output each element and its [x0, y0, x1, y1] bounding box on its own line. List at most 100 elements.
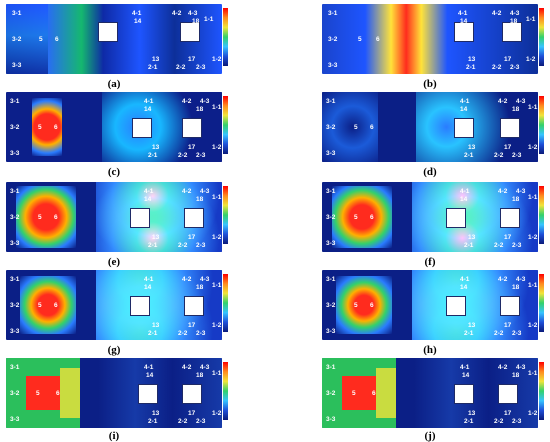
label-5: 5 [352, 390, 356, 397]
label-14: 14 [146, 372, 154, 379]
label-5: 5 [38, 214, 42, 221]
label-17: 17 [504, 322, 512, 329]
label-4-1: 4-1 [132, 10, 142, 17]
panel-a-left-block [6, 4, 48, 74]
colorbar-e [223, 186, 228, 244]
panel-a-center-block-1 [98, 22, 118, 42]
label-3-3: 3-3 [10, 416, 20, 423]
label-18: 18 [512, 196, 520, 203]
label-3-1: 3-1 [10, 98, 20, 105]
label-4-2: 4-2 [498, 188, 508, 195]
panel-d-center-block-1 [454, 118, 474, 138]
panel-h-center-block-2 [500, 296, 520, 316]
label-2-2: 2-2 [176, 64, 186, 71]
caption-c: (c) [107, 166, 121, 178]
panel-f-center-block-2 [500, 208, 520, 228]
label-6: 6 [370, 214, 374, 221]
label-17: 17 [188, 322, 196, 329]
panel-i-left-yellow [60, 368, 80, 418]
panel-j-center-block-1 [454, 384, 474, 404]
label-1-2: 1-2 [212, 56, 222, 63]
colorbar-d [539, 96, 544, 154]
label-4-3: 4-3 [516, 188, 526, 195]
panel-e: 3-1 3-2 3-3 5 6 4-1 4-2 4-3 1-1 14 18 2-… [6, 182, 222, 252]
label-13: 13 [152, 144, 160, 151]
label-2-3: 2-3 [196, 418, 206, 425]
label-3-2: 3-2 [326, 390, 336, 397]
label-6: 6 [376, 36, 380, 43]
label-5: 5 [39, 36, 43, 43]
label-4-1: 4-1 [144, 188, 154, 195]
label-4-1: 4-1 [460, 364, 470, 371]
label-4-2: 4-2 [492, 10, 502, 17]
label-3-2: 3-2 [12, 36, 22, 43]
panel-b-center-block-1 [454, 22, 474, 42]
panel-h-left-hot [336, 276, 392, 334]
label-2-2: 2-2 [178, 418, 188, 425]
caption-e: (e) [107, 256, 121, 268]
label-2-2: 2-2 [178, 242, 188, 249]
label-17: 17 [188, 410, 196, 417]
label-2-1: 2-1 [464, 152, 474, 159]
panel-h-center-block-1 [446, 296, 466, 316]
label-17: 17 [504, 144, 512, 151]
label-3-3: 3-3 [326, 328, 336, 335]
panel-d-left-field [322, 92, 378, 162]
label-13: 13 [468, 322, 476, 329]
panel-g: 3-1 3-2 3-3 5 6 4-1 4-2 4-3 1-1 14 18 2-… [6, 270, 222, 340]
label-13: 13 [152, 56, 160, 63]
label-1-1: 1-1 [526, 16, 536, 23]
label-1-1: 1-1 [212, 370, 222, 377]
colorbar-g [223, 274, 228, 332]
label-2-3: 2-3 [512, 330, 522, 337]
label-4-3: 4-3 [516, 276, 526, 283]
label-5: 5 [36, 390, 40, 397]
label-2-3: 2-3 [510, 64, 520, 71]
label-1-2: 1-2 [528, 144, 538, 151]
caption-g: (g) [107, 344, 121, 356]
label-1-1: 1-1 [528, 194, 538, 201]
label-3-3: 3-3 [326, 150, 336, 157]
label-14: 14 [144, 196, 152, 203]
label-3-1: 3-1 [326, 188, 336, 195]
panel-e-left-hot [16, 186, 76, 248]
panel-b-center-block-2 [502, 22, 522, 42]
label-2-1: 2-1 [148, 418, 158, 425]
label-14: 14 [134, 18, 142, 25]
label-3-3: 3-3 [10, 240, 20, 247]
panel-g-left-hot [20, 276, 76, 334]
panel-h: 3-1 3-2 3-3 5 6 4-1 4-2 4-3 1-1 14 18 2-… [322, 270, 538, 340]
label-2-1: 2-1 [464, 418, 474, 425]
label-3-2: 3-2 [10, 302, 20, 309]
label-2-2: 2-2 [492, 64, 502, 71]
label-2-2: 2-2 [494, 242, 504, 249]
label-1-2: 1-2 [528, 410, 538, 417]
label-1-2: 1-2 [212, 410, 222, 417]
panel-j: 3-1 3-2 3-3 5 6 4-1 4-2 4-3 1-1 14 18 2-… [322, 358, 538, 428]
label-18: 18 [510, 18, 518, 25]
panel-g-center-block-1 [130, 296, 150, 316]
label-2-2: 2-2 [178, 330, 188, 337]
label-5: 5 [38, 124, 42, 131]
label-4-3: 4-3 [188, 10, 198, 17]
label-3-3: 3-3 [328, 62, 338, 69]
panel-f: 3-1 3-2 3-3 5 6 4-1 4-2 4-3 1-1 14 18 2-… [322, 182, 538, 252]
label-4-3: 4-3 [200, 98, 210, 105]
colorbar-b [539, 8, 544, 66]
label-1-2: 1-2 [212, 322, 222, 329]
label-17: 17 [504, 56, 512, 63]
label-4-3: 4-3 [200, 188, 210, 195]
label-3-2: 3-2 [10, 214, 20, 221]
caption-a: (a) [107, 78, 121, 90]
label-6: 6 [54, 124, 58, 131]
label-3-1: 3-1 [10, 276, 20, 283]
label-18: 18 [196, 106, 204, 113]
label-1-2: 1-2 [528, 322, 538, 329]
label-2-3: 2-3 [512, 152, 522, 159]
label-4-3: 4-3 [516, 98, 526, 105]
label-4-2: 4-2 [182, 276, 192, 283]
panel-a: 3-1 3-2 3-3 5 6 4-1 4-2 4-3 1-1 14 18 2-… [6, 4, 222, 74]
label-2-2: 2-2 [494, 418, 504, 425]
panel-i-center-block-1 [138, 384, 158, 404]
label-2-1: 2-1 [464, 330, 474, 337]
